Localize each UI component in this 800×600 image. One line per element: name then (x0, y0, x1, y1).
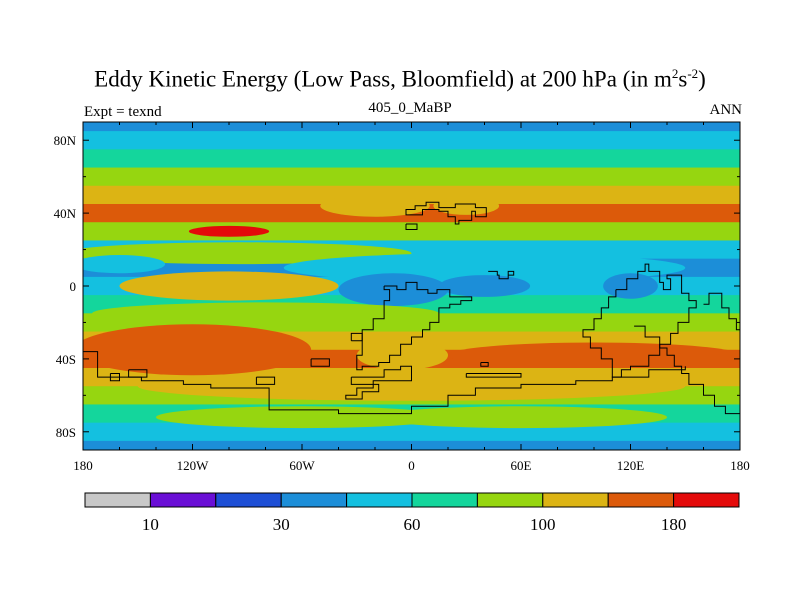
coastline (405, 223, 418, 230)
eke-feature (438, 275, 531, 297)
coastline (480, 362, 489, 367)
colorbar-label: 60 (404, 515, 421, 534)
colorbar: 10 30 60 100 180 (84, 492, 740, 534)
colorbar-swatch (411, 492, 478, 508)
y-tick-label: 40S (56, 352, 76, 367)
colorbar-swatch (84, 492, 151, 508)
coastline (703, 292, 740, 331)
eke-feature (338, 273, 448, 307)
coastline (634, 325, 740, 415)
coastline (465, 373, 522, 378)
eke-band (83, 222, 740, 241)
colorbar-swatch (215, 492, 282, 508)
axes: 180 120W 60W 0 60E 120E 180 80N 40N 0 40S 80S (54, 122, 750, 473)
eke-feature (83, 324, 312, 376)
x-tick-label: 180 (730, 458, 750, 473)
eke-features (83, 194, 740, 429)
x-tick-label: 120W (177, 458, 210, 473)
x-tick-label: 60E (511, 458, 532, 473)
colorbar-swatch (476, 492, 544, 508)
x-tick-label: 0 (408, 458, 415, 473)
eke-feature (603, 273, 658, 299)
colorbar-swatch (280, 492, 348, 508)
eke-feature (156, 406, 448, 429)
eke-feature (119, 271, 339, 301)
eke-feature (433, 196, 500, 215)
y-tick-label: 80S (56, 425, 76, 440)
colorbar-swatch (542, 492, 609, 508)
eke-band (83, 149, 740, 169)
y-tick-label: 0 (70, 279, 77, 294)
eke-feature (448, 342, 740, 368)
coastline (128, 369, 148, 378)
colorbar-label: 30 (273, 515, 290, 534)
season-label: ANN (709, 102, 743, 118)
eke-feature (356, 340, 448, 370)
colorbar-swatch (673, 492, 740, 508)
eke-feature (375, 406, 667, 429)
run-label: 405_0_MaBP (368, 100, 452, 116)
eke-feature (188, 225, 270, 237)
eke-band (83, 185, 740, 205)
colorbar-swatch (149, 492, 217, 508)
coastline (310, 358, 330, 367)
chart-title: Eddy Kinetic Energy (Low Pass, Bloomfiel… (94, 66, 706, 92)
colorbar-swatch (346, 492, 413, 508)
coastline (350, 332, 363, 342)
colorbar-label: 10 (142, 515, 159, 534)
eke-feature (320, 194, 430, 217)
colorbar-label: 180 (661, 515, 687, 534)
eke-feature (83, 255, 166, 274)
y-tick-label: 40N (54, 206, 77, 221)
experiment-label: Expt = texnd (84, 104, 162, 120)
y-tick-label: 80N (54, 133, 77, 148)
eke-band (83, 422, 740, 442)
colorbar-swatch (607, 492, 675, 508)
coastlines (83, 201, 740, 415)
x-tick-label: 60W (289, 458, 315, 473)
coastline (109, 373, 120, 382)
eke-band (83, 131, 740, 150)
coastline (488, 270, 515, 280)
coastline (83, 351, 686, 415)
coastline (582, 263, 697, 378)
x-tick-label: 120E (617, 458, 645, 473)
x-tick-label: 180 (73, 458, 93, 473)
coastline (356, 281, 473, 371)
eke-feature (92, 302, 439, 325)
coastline (345, 365, 412, 400)
colorbar-label: 100 (530, 515, 556, 534)
coastline (405, 201, 487, 225)
coastline (255, 376, 276, 385)
eke-band (83, 167, 740, 187)
